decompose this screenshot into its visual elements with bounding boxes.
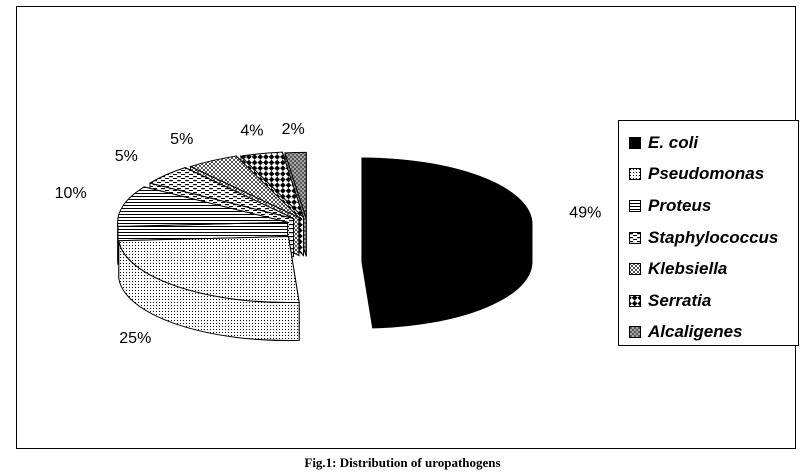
slice-label: 5% [115,148,138,165]
legend-swatch [629,294,641,307]
pie-slice-top [189,155,300,218]
chart-frame: 49% 25% 10% 5% 5% 4% 2% E. coli Pseudomonas Prot… [16,6,799,449]
slice-label: 2% [282,121,305,138]
legend-item-serratia: Serratia [629,285,798,317]
pie-slice-top [284,151,307,219]
legend-swatch [629,168,641,181]
slice-label: 4% [240,123,263,140]
legend-item-klebsiella: Klebsiella [629,253,798,285]
pie-slice-top [239,151,304,218]
pie-chart: 49% 25% 10% 5% 5% 4% 2% [55,121,602,347]
legend-label: Alcaligenes [648,322,743,342]
legend-item-e-coli: E. coli [629,127,798,159]
slice-label: 5% [170,131,193,148]
legend-label: Klebsiella [648,259,728,279]
pie-slices [117,151,533,342]
legend-label: E. coli [648,132,699,152]
legend-label: Proteus [648,195,712,215]
legend-swatch [629,199,641,212]
legend-swatch [629,136,641,149]
legend-label: Staphylococcus [648,227,779,247]
legend-item-staphylococcus: Staphylococcus [629,222,798,254]
legend-item-alcaligenes: Alcaligenes [629,317,798,349]
pie-slice-e-coli [361,157,533,329]
legend-swatch [629,326,641,339]
legend-label: Pseudomonas [648,164,765,184]
pie-slice-top [148,167,294,219]
slice-label: 10% [55,185,87,202]
legend: E. coli Pseudomonas Proteus Staphylococcus K… [618,120,799,346]
legend-item-pseudomonas: Pseudomonas [629,159,798,191]
pie-slice-pseudomonas [118,236,300,342]
legend-item-proteus: Proteus [629,190,798,222]
slice-label: 25% [119,330,151,347]
pie-labels: 49% 25% 10% 5% 5% 4% 2% [55,121,602,347]
legend-swatch [629,231,641,244]
slice-label: 49% [569,205,601,222]
pie-slice-top [118,236,300,304]
pie-slice-top [361,157,533,291]
figure-caption: Fig.1: Distribution of uropathogens [304,455,501,470]
legend-swatch [629,263,641,276]
legend-label: Serratia [648,290,712,310]
pie-slice-top [117,186,288,227]
